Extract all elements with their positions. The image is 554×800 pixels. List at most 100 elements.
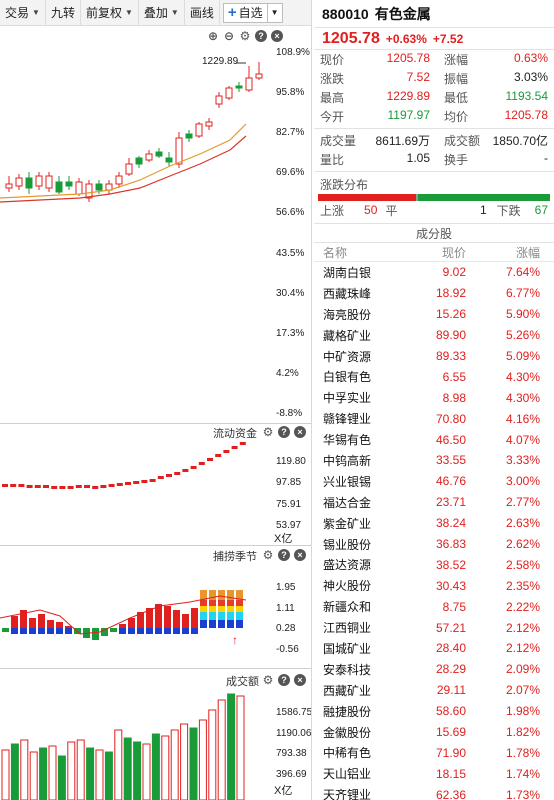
col-name[interactable]: 名称 [323,245,348,260]
component-row[interactable]: 天山铝业 18.15 1.74% [314,763,554,784]
catch-bar [110,628,117,632]
up-label: 上涨 [320,203,345,218]
component-row[interactable]: 中稀有色 71.90 1.78% [314,742,554,763]
close-icon[interactable]: × [294,549,306,561]
component-row[interactable]: 兴业银锡 46.76 3.00% [314,471,554,492]
component-row[interactable]: 融捷股份 58.60 1.98% [314,701,554,722]
zoom-in-icon[interactable]: ⊕ [207,29,219,43]
catch-stack-bar [236,620,243,628]
close-icon[interactable]: × [294,674,306,686]
quote-label: 最低 [444,91,469,105]
zoom-out-icon[interactable]: ⊖ [223,29,235,43]
catch-stack-bar [200,612,207,620]
watchlist-button[interactable]: + 自选 [222,2,267,23]
gear-icon[interactable]: ⚙ [239,29,251,43]
divider [314,128,554,129]
catch-base-bar [29,628,36,634]
col-price[interactable]: 现价 [441,245,466,260]
catch-stack-bar [227,600,234,606]
stock-price: 18.92 [435,286,466,301]
help-icon[interactable]: ? [278,426,290,438]
stock-name: 新疆众和 [323,600,372,615]
component-row[interactable]: 海亮股份 15.26 5.90% [314,304,554,325]
quote-label: 涨跌 [320,72,345,86]
component-row[interactable]: 中钨高新 33.55 3.33% [314,450,554,471]
col-change[interactable]: 涨幅 [515,245,540,260]
stock-change: 3.00% [505,474,540,489]
help-icon[interactable]: ? [255,30,267,42]
close-icon[interactable]: × [294,426,306,438]
help-icon[interactable]: ? [278,674,290,686]
stock-change: 2.12% [505,620,540,635]
adjust-menu[interactable]: 前复权 ▼ [81,0,139,26]
quote-value: 1850.70亿 [492,134,548,148]
component-row[interactable]: 新疆众和 8.75 2.22% [314,596,554,617]
quote-value: 1197.97 [387,108,431,122]
component-row[interactable]: 白银有色 6.55 4.30% [314,366,554,387]
turnover-bar [48,745,57,800]
y-tick-label: 396.69 [276,768,307,780]
component-row[interactable]: 安泰科技 28.29 2.09% [314,659,554,680]
component-row[interactable]: 湖南白银 9.02 7.64% [314,262,554,283]
component-row[interactable]: 中孚实业 8.98 4.30% [314,387,554,408]
catch-bar [128,618,135,628]
nine-turn-button[interactable]: 九转 [46,0,81,26]
watchlist-dropdown[interactable]: ▼ [266,2,283,23]
quote-row: 最高 1229.89 最低 1193.54 [320,88,548,107]
stock-price: 18.15 [435,766,466,781]
draw-button[interactable]: 画线 [185,0,220,26]
overlay-menu[interactable]: 叠加 ▼ [139,0,185,26]
quote-label: 振幅 [444,72,469,86]
quote-cell: 涨跌 7.52 [320,70,434,87]
quote-cell: 量比 1.05 [320,151,434,168]
close-icon[interactable]: × [271,30,283,42]
turnover-tools: ⚙ ? × [262,674,306,686]
stock-price: 70.80 [435,411,466,426]
component-row[interactable]: 天齐锂业 62.36 1.73% [314,784,554,800]
catch-stack-bar [227,612,234,620]
component-row[interactable]: 江西铜业 57.21 2.12% [314,617,554,638]
stock-name: 金徽股份 [323,725,372,740]
component-row[interactable]: 福达合金 23.71 2.77% [314,492,554,513]
component-row[interactable]: 中矿资源 89.33 5.09% [314,346,554,367]
turnover-bar [180,723,189,800]
component-row[interactable]: 西藏珠峰 18.92 6.77% [314,283,554,304]
panel-divider [0,423,311,424]
quote-value: 1.05 [406,151,430,165]
quote-label: 今开 [320,110,345,124]
catch-bar [29,618,36,628]
y-tick-label: -0.56 [276,643,299,655]
gear-icon[interactable]: ⚙ [262,425,274,439]
stock-name: 安泰科技 [323,662,372,677]
turnover-bar [29,751,38,800]
candle-body [255,73,263,79]
stock-name: 中孚实业 [323,391,372,406]
gear-icon[interactable]: ⚙ [262,673,274,687]
catch-stack-bar [218,590,225,600]
components-list: 湖南白银 9.02 7.64% 西藏珠峰 18.92 6.77% 海亮股份 15.26 5.90… [314,262,554,800]
component-row[interactable]: 赣锋锂业 70.80 4.16% [314,408,554,429]
component-row[interactable]: 盛达资源 38.52 2.58% [314,554,554,575]
trade-label: 交易 [5,6,30,20]
stock-name: 天山铝业 [323,767,372,782]
help-icon[interactable]: ? [278,549,290,561]
component-row[interactable]: 神火股份 30.43 2.35% [314,575,554,596]
stock-price: 57.21 [435,620,466,635]
component-row[interactable]: 国城矿业 28.40 2.12% [314,638,554,659]
component-row[interactable]: 金徽股份 15.69 1.82% [314,722,554,743]
stock-price: 30.43 [435,578,466,593]
candle-body [5,183,13,189]
component-row[interactable]: 华锡有色 46.50 4.07% [314,429,554,450]
gear-icon[interactable]: ⚙ [262,548,274,562]
stock-change: 5.90% [505,307,540,322]
component-row[interactable]: 藏格矿业 89.90 5.26% [314,325,554,346]
component-row[interactable]: 锡业股份 36.83 2.62% [314,534,554,555]
stock-price: 62.36 [435,787,466,800]
catch-stack-bar [236,612,243,620]
quote-value: 3.03% [513,70,548,84]
quote-label: 现价 [320,53,345,67]
trade-menu[interactable]: 交易 ▼ [0,0,46,26]
component-row[interactable]: 紫金矿业 38.24 2.63% [314,513,554,534]
candle-body [245,77,253,91]
component-row[interactable]: 西藏矿业 29.11 2.07% [314,680,554,701]
